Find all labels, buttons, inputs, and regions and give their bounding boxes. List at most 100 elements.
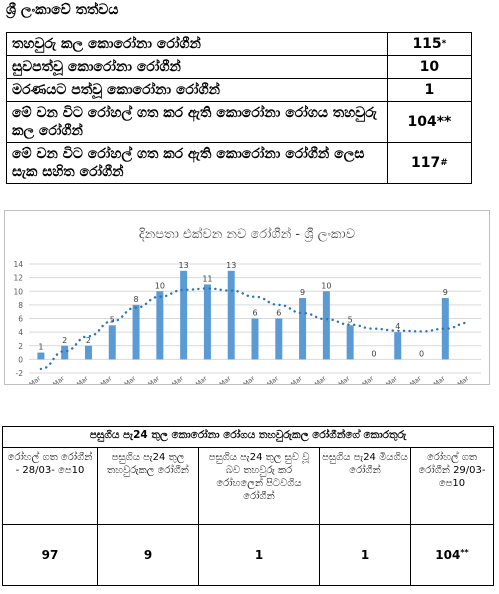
x-tick-label: 29-Mar — [448, 374, 471, 384]
confirmed-label: තහවුරු කල කොරෝනා රෝගීන් — [6, 32, 388, 56]
bar — [180, 270, 188, 360]
bar — [108, 325, 116, 360]
data-label: 2 — [62, 336, 67, 345]
y-tick-label: 2 — [18, 342, 23, 351]
recovery-table: පසුගිය පැ24 තුල කොරෝනා රෝගය තහවුරුකල රෝග… — [2, 426, 494, 586]
x-tick-label: 14-Mar — [91, 374, 114, 384]
bar — [346, 325, 354, 360]
data-label: 9 — [300, 288, 305, 297]
bar — [84, 345, 92, 360]
col-discharged-24h: පසුගිය පැ24 තුල සුව වූ බව තහවුරු කර රෝහල… — [198, 447, 320, 525]
recovery-header: පසුගිය පැ24 තුල කොරෝනා රෝගය තහවුරුකල රෝග… — [2, 426, 494, 448]
col-confirmed-24h: පසුගිය පැ24 තුල තහවුරුකල රෝගීන් — [97, 447, 199, 525]
col-deaths-24h: පසුගිය පැ24 මියගිය රෝගීන් — [319, 447, 411, 525]
chart-title: දිනපතා එක්වන නව රෝගීන් - ශ්‍රී ලංකාව — [139, 226, 355, 242]
col-hospitalized-prev: රෝහල් ගත රෝගීන් - 28/03- පෙ10 — [2, 447, 98, 525]
bar — [61, 345, 69, 360]
y-tick-label: 8 — [18, 301, 23, 310]
data-label: 2 — [86, 336, 91, 345]
suspected-value: 117# — [386, 142, 473, 184]
x-tick-label: 23-Mar — [305, 374, 328, 384]
data-label: 10 — [321, 281, 331, 290]
data-label: 9 — [443, 288, 448, 297]
x-tick-label: 16-Mar — [138, 374, 161, 384]
data-label: 13 — [179, 261, 189, 270]
chart-trendline — [39, 287, 471, 371]
x-tick-label: 21-Mar — [257, 374, 280, 384]
y-tick-label: -2 — [16, 369, 24, 378]
bar — [203, 284, 211, 360]
y-tick-label: 10 — [13, 287, 23, 296]
status-table: තහවුරු කල කොරෝනා රෝගීන් 115* සුවපත්වූ කො… — [6, 32, 473, 184]
value-discharged-24h: 1 — [198, 524, 320, 586]
data-label: 1 — [38, 343, 43, 352]
confirmed-value: 115* — [386, 32, 473, 56]
x-tick-label: 25-Mar — [353, 374, 376, 384]
table-row: මේ වන විට රෝහල් ගත කර ඇති කොරෝනා රෝගය තහ… — [6, 101, 473, 143]
bar — [251, 318, 259, 360]
table-row: රෝහල් ගත රෝගීන් - 28/03- පෙ10 පසුගිය පැ2… — [2, 447, 494, 525]
bar — [299, 298, 307, 360]
value-hospitalized-prev: 97 — [2, 524, 98, 586]
bar — [156, 291, 164, 360]
table-row: මරණයට පත්වූ කොරෝනා රෝගීන් 1 — [6, 78, 473, 102]
data-label: 4 — [395, 322, 400, 331]
x-tick-label: 24-Mar — [329, 374, 352, 384]
hospitalized-label: මේ වන විට රෝහල් ගත කර ඇති කොරෝනා රෝගය තහ… — [6, 101, 388, 143]
chart-y-axis: -2 0 2 4 6 8 10 12 14 — [13, 260, 23, 378]
hospitalized-value: 104** — [386, 101, 473, 143]
chart-bars — [37, 270, 449, 360]
value-confirmed-24h: 9 — [97, 524, 199, 586]
bar — [37, 352, 45, 360]
x-tick-label: 26-Mar — [376, 374, 399, 384]
chart-svg: දිනපතා එක්වන නව රෝගීන් - ශ්‍රී ලංකාව 12 2… — [13, 226, 481, 384]
chart-x-axis: 11-Mar12-Mar13-Mar14-Mar15-Mar16-Mar17-M… — [20, 374, 471, 384]
data-label: 5 — [348, 315, 353, 324]
table-row: තහවුරු කල කොරෝනා රෝගීන් 115* — [6, 32, 473, 56]
table-row: පසුගිය පැ24 තුල කොරෝනා රෝගය තහවුරුකල රෝග… — [2, 426, 494, 448]
x-tick-label: 15-Mar — [115, 374, 138, 384]
recovered-label: සුවපත්වූ කොරෝනා රෝගීන් — [6, 55, 388, 79]
bar — [227, 270, 235, 360]
y-tick-label: 6 — [18, 315, 23, 324]
x-tick-label: 11-Mar — [20, 374, 43, 384]
recovered-value: 10 — [386, 55, 473, 79]
x-tick-label: 27-Mar — [400, 374, 423, 384]
bar — [441, 298, 449, 360]
data-label: 11 — [202, 274, 212, 283]
x-tick-label: 19-Mar — [210, 374, 233, 384]
suspected-label: මේ වන විට රෝහල් ගත කර ඇති කොරෝනා රෝගීන් … — [6, 142, 388, 184]
table-row: මේ වන විට රෝහල් ගත කර ඇති කොරෝනා රෝගීන් … — [6, 142, 473, 184]
data-label: 5 — [110, 315, 115, 324]
y-tick-label: 12 — [13, 274, 23, 283]
table-row: සුවපත්වූ කොරෝනා රෝගීන් 10 — [6, 55, 473, 79]
deaths-value: 1 — [386, 78, 473, 102]
x-tick-label: 22-Mar — [281, 374, 304, 384]
deaths-label: මරණයට පත්වූ කොරෝනා රෝගීන් — [6, 78, 388, 102]
data-label: 6 — [276, 309, 281, 318]
value-hospitalized-now: 104** — [410, 524, 494, 586]
bar — [132, 304, 140, 360]
x-tick-label: 17-Mar — [162, 374, 185, 384]
trendline — [39, 287, 471, 371]
y-tick-label: 0 — [18, 355, 23, 364]
data-label: 0 — [371, 349, 376, 358]
x-tick-label: 13-Mar — [67, 374, 90, 384]
col-hospitalized-now: රෝහල් ගත රෝගීන් 29/03- පෙ10 — [410, 447, 494, 525]
x-tick-label: 12-Mar — [43, 374, 66, 384]
bar — [322, 291, 330, 360]
data-label: 0 — [419, 349, 424, 358]
page-title: ශ්‍රී ලංකාවේ තත්වය — [6, 2, 119, 18]
data-label: 10 — [155, 281, 165, 290]
table-row: 97 9 1 1 104** — [2, 524, 494, 586]
data-label: 13 — [226, 261, 236, 270]
y-tick-label: 14 — [13, 260, 23, 269]
data-label: 6 — [252, 309, 257, 318]
bar — [394, 332, 402, 360]
x-tick-label: 20-Mar — [234, 374, 257, 384]
x-tick-label: 18-Mar — [186, 374, 209, 384]
bar — [275, 318, 283, 360]
value-deaths-24h: 1 — [319, 524, 411, 586]
x-tick-label: 28-Mar — [424, 374, 447, 384]
